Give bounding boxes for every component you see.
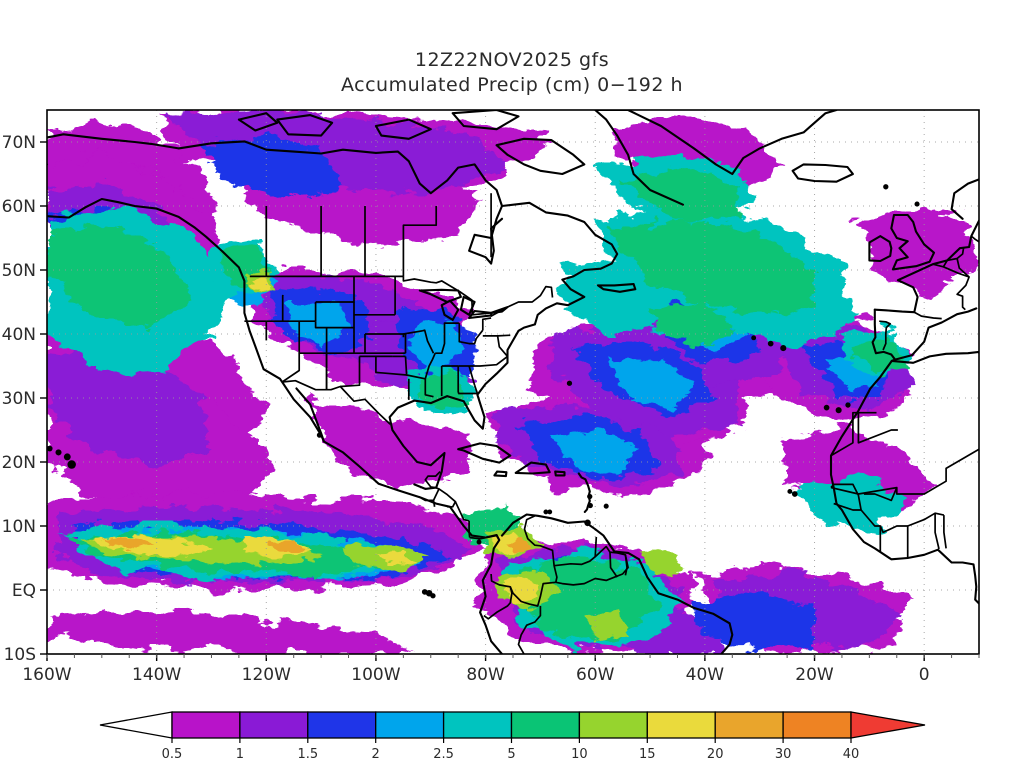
colorbar-underflow-arrow: [99, 711, 173, 739]
y-tick-label: 10N: [2, 517, 36, 537]
colorbar-tick-label: 40: [843, 747, 860, 762]
colorbar-segment: [307, 711, 377, 739]
x-tick-label: 160W: [22, 665, 71, 685]
x-tick-label: 120W: [242, 665, 291, 685]
x-axis: 160W 140W 120W 100W 80W 60W 40W 20W 0: [22, 654, 980, 685]
colorbar-tick-label: 2.5: [433, 747, 454, 762]
x-tick-label: 140W: [132, 665, 181, 685]
colorbar-segment: [646, 711, 716, 739]
x-tick-label: 0: [919, 665, 930, 685]
colorbar-tick-label: 0.5: [162, 747, 183, 762]
precipitation-field: [47, 110, 979, 654]
x-tick-label: 20W: [795, 665, 834, 685]
colorbar-tick-label: 15: [639, 747, 656, 762]
y-tick-label: EQ: [12, 581, 36, 601]
x-tick-label: 100W: [351, 665, 400, 685]
y-tick-label: 30N: [2, 389, 36, 409]
y-tick-label: 40N: [2, 325, 36, 345]
colorbar-tick-label: 1: [236, 747, 244, 762]
colorbar-segment: [714, 711, 784, 739]
x-tick-label: 40W: [686, 665, 725, 685]
colorbar-segment: [442, 711, 513, 739]
y-tick-label: 20N: [2, 453, 36, 473]
colorbar-tick-label: 2: [372, 747, 380, 762]
colorbar-segment: [510, 711, 581, 739]
colorbar: 0.5 1 1.5 2 2.5 5 10 15 20 30 40: [99, 711, 926, 762]
colorbar-segment: [239, 711, 309, 739]
colorbar-segment: [375, 711, 445, 739]
colorbar-tick-label: 10: [571, 747, 588, 762]
graticule-gridlines: [47, 110, 979, 654]
colorbar-tick-label: 5: [507, 747, 515, 762]
y-tick-label: 50N: [2, 261, 36, 281]
colorbar-segment: [171, 711, 241, 739]
political-borders-layer: [244, 193, 979, 654]
colorbar-tick-label: 20: [707, 747, 724, 762]
colorbar-tick-label: 1.5: [297, 747, 318, 762]
colorbar-segment: [782, 711, 852, 739]
colorbar-overflow-arrow: [850, 711, 926, 739]
colorbar-tick-label: 30: [775, 747, 792, 762]
x-tick-label: 80W: [466, 665, 505, 685]
x-tick-label: 60W: [576, 665, 615, 685]
y-tick-label: 10S: [4, 645, 36, 665]
y-tick-label: 70N: [2, 133, 36, 153]
colorbar-segment: [578, 711, 648, 739]
coastlines-layer: [47, 110, 979, 654]
y-tick-label: 60N: [2, 197, 36, 217]
y-axis: 70N 60N 50N 40N 30N 20N 10N EQ 10S: [2, 133, 47, 665]
